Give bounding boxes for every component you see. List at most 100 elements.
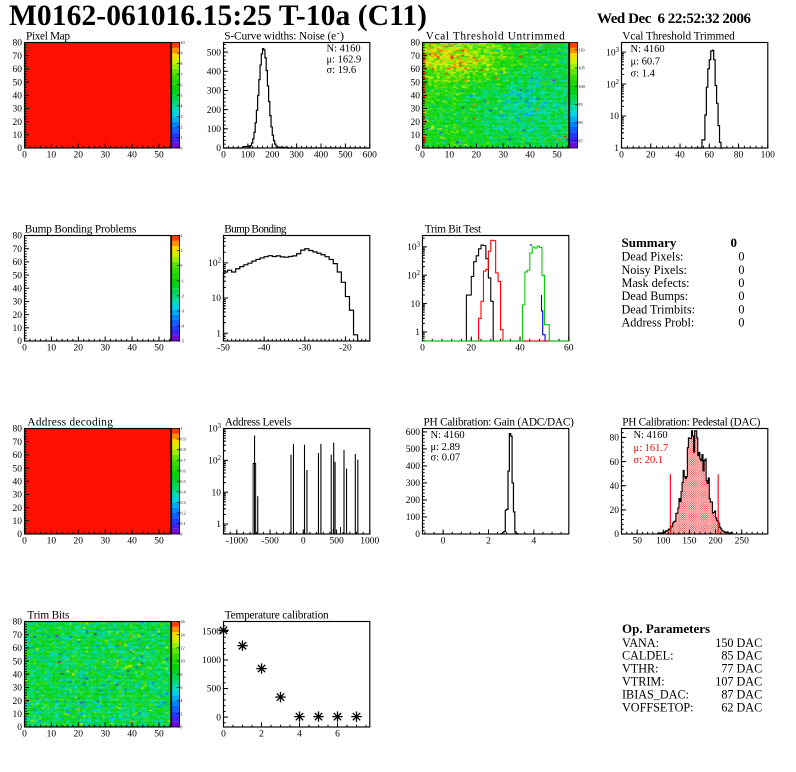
svg-text:0.1: 0.1	[180, 521, 185, 526]
svg-text:30: 30	[13, 684, 23, 694]
svg-text:7: 7	[180, 72, 183, 77]
svg-text:150: 150	[682, 537, 697, 547]
svg-text:4: 4	[532, 537, 537, 547]
svg-text:102: 102	[407, 270, 421, 282]
svg-text:20: 20	[646, 151, 656, 161]
svg-text:60: 60	[13, 65, 23, 75]
svg-text:20: 20	[472, 151, 482, 161]
svg-text:400: 400	[406, 462, 421, 472]
svg-text:70: 70	[13, 631, 23, 641]
svg-text:50: 50	[552, 151, 562, 161]
svg-text:0: 0	[180, 146, 182, 151]
svg-text:103: 103	[606, 47, 620, 59]
svg-text:10: 10	[13, 517, 23, 527]
svg-text:Vcal Threshold Trimmed: Vcal Threshold Trimmed	[622, 31, 735, 43]
svg-text:70: 70	[13, 438, 23, 448]
svg-text:N: 4160: N: 4160	[631, 44, 665, 55]
svg-text:40: 40	[525, 151, 535, 161]
svg-text:200: 200	[708, 537, 723, 547]
svg-text:105: 105	[578, 66, 584, 71]
svg-text:-1000: -1000	[226, 537, 248, 547]
svg-text:DAC: DAC	[737, 636, 763, 650]
svg-text:40: 40	[127, 344, 137, 354]
svg-text:PH Calibration: Gain (ADC/DAC): PH Calibration: Gain (ADC/DAC)	[424, 417, 575, 429]
svg-text:0: 0	[17, 530, 22, 540]
svg-text:VANA:: VANA:	[622, 636, 659, 650]
svg-text:30: 30	[100, 537, 110, 547]
svg-text:1: 1	[180, 248, 182, 253]
svg-text:10: 10	[411, 300, 421, 310]
svg-text:10: 10	[47, 537, 57, 547]
svg-text:-: -	[337, 28, 340, 38]
svg-text:DAC: DAC	[737, 700, 763, 714]
svg-text:500: 500	[406, 445, 421, 455]
svg-text:60: 60	[13, 258, 23, 268]
svg-text:250: 250	[735, 537, 750, 547]
svg-text:40: 40	[127, 730, 137, 740]
svg-text:2: 2	[486, 537, 491, 547]
svg-text:4: 4	[180, 103, 183, 108]
svg-text:-500: -500	[261, 537, 279, 547]
svg-text:100: 100	[241, 151, 256, 161]
svg-text:0: 0	[22, 537, 27, 547]
svg-text:Bump Bonding Problems: Bump Bonding Problems	[25, 224, 137, 236]
svg-text:107: 107	[715, 675, 733, 689]
svg-text:10: 10	[13, 131, 23, 141]
svg-text:95: 95	[578, 102, 582, 107]
svg-text:-40: -40	[258, 344, 271, 354]
svg-text:20: 20	[74, 344, 84, 354]
svg-text:0: 0	[17, 337, 22, 347]
svg-text:DAC: DAC	[737, 662, 763, 676]
svg-text:400: 400	[207, 68, 222, 78]
svg-text:Address Levels: Address Levels	[225, 417, 292, 429]
svg-text:0: 0	[738, 263, 744, 277]
svg-text:CALDEL:: CALDEL:	[622, 649, 673, 663]
svg-text:103: 103	[407, 242, 421, 254]
svg-text:μ: 161.7: μ: 161.7	[634, 443, 669, 454]
svg-text:40: 40	[13, 92, 23, 102]
svg-text:100: 100	[761, 151, 776, 161]
svg-text:80: 80	[734, 151, 744, 161]
svg-text:Trim Bit Test: Trim Bit Test	[425, 224, 482, 236]
svg-text:0: 0	[738, 276, 744, 290]
svg-text:9: 9	[180, 51, 182, 56]
svg-text:Bump Bonding: Bump Bonding	[224, 224, 287, 236]
svg-text:N: 4160: N: 4160	[327, 44, 361, 55]
svg-text:77: 77	[721, 662, 733, 676]
svg-text:0: 0	[216, 144, 221, 154]
svg-text:300: 300	[207, 87, 222, 97]
svg-text:20: 20	[467, 344, 477, 354]
svg-text:S-Curve widths: Noise (e: S-Curve widths: Noise (e	[224, 31, 336, 43]
svg-text:σ: 1.4: σ: 1.4	[631, 69, 656, 80]
svg-text:VTRIM:: VTRIM:	[622, 675, 665, 689]
svg-text:6: 6	[180, 685, 183, 690]
svg-text:500: 500	[207, 685, 222, 695]
svg-text:VTHR:: VTHR:	[622, 662, 659, 676]
svg-text:60: 60	[564, 344, 574, 354]
svg-text:0.5: 0.5	[180, 479, 185, 484]
svg-text:50: 50	[13, 657, 23, 667]
svg-text:50: 50	[154, 537, 164, 547]
svg-text:10: 10	[13, 324, 23, 334]
svg-text:0: 0	[738, 316, 744, 330]
svg-text:N: 4160: N: 4160	[634, 430, 668, 441]
svg-text:N: 4160: N: 4160	[431, 430, 465, 441]
svg-text:PH Calibration: Pedestal (DAC): PH Calibration: Pedestal (DAC)	[622, 417, 760, 429]
svg-text:μ: 162.9: μ: 162.9	[327, 55, 362, 66]
svg-text:40: 40	[675, 151, 685, 161]
svg-text:30: 30	[411, 105, 421, 115]
svg-text:1: 1	[614, 144, 619, 154]
svg-text:Dead Bumps:: Dead Bumps:	[622, 289, 689, 303]
svg-text:60: 60	[705, 151, 715, 161]
svg-text:0: 0	[420, 344, 425, 354]
svg-text:10: 10	[610, 112, 620, 122]
svg-text:0: 0	[738, 250, 744, 264]
svg-text:90: 90	[578, 120, 582, 125]
svg-text:20: 20	[13, 311, 23, 321]
svg-text:1: 1	[216, 520, 221, 530]
svg-text:600: 600	[363, 151, 378, 161]
svg-text:60: 60	[13, 644, 23, 654]
svg-text:Temperature calibration: Temperature calibration	[225, 610, 329, 622]
svg-text:0.2: 0.2	[180, 511, 185, 516]
svg-text:-1: -1	[180, 278, 184, 283]
